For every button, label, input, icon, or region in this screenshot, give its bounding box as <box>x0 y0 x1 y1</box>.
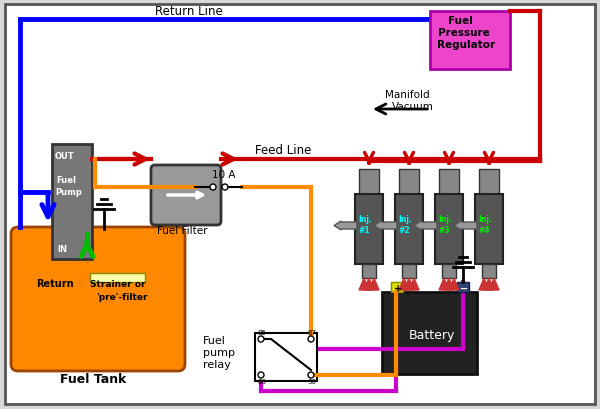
Bar <box>457 282 469 292</box>
Circle shape <box>210 184 216 191</box>
Bar <box>90 273 145 282</box>
Bar <box>435 195 463 264</box>
Polygon shape <box>489 278 499 290</box>
Bar <box>430 12 510 70</box>
Circle shape <box>258 372 264 378</box>
Polygon shape <box>369 278 379 290</box>
Text: pump: pump <box>203 347 235 357</box>
Polygon shape <box>404 278 414 290</box>
Text: Inj.: Inj. <box>438 214 452 223</box>
Text: OUT: OUT <box>55 152 74 161</box>
Polygon shape <box>439 278 449 290</box>
Bar <box>52 145 92 259</box>
Polygon shape <box>444 278 454 290</box>
Bar <box>395 195 423 264</box>
Text: #4: #4 <box>478 226 490 235</box>
Text: Return: Return <box>36 278 74 288</box>
Circle shape <box>258 336 264 342</box>
Text: Inj.: Inj. <box>358 214 372 223</box>
Bar <box>479 170 499 195</box>
Circle shape <box>308 372 314 378</box>
FancyArrow shape <box>454 221 477 230</box>
Bar <box>482 264 496 278</box>
Text: Vacuum: Vacuum <box>392 102 434 112</box>
Text: Battery: Battery <box>409 328 455 341</box>
Text: relay: relay <box>203 359 231 369</box>
Circle shape <box>308 336 314 342</box>
Text: Manifold: Manifold <box>385 90 430 100</box>
Bar <box>399 170 419 195</box>
Text: Fuel: Fuel <box>448 16 473 26</box>
Text: 30: 30 <box>307 378 316 384</box>
Text: Inj.: Inj. <box>398 214 412 223</box>
Bar <box>255 333 317 381</box>
Text: Fuel Tank: Fuel Tank <box>60 372 127 385</box>
FancyBboxPatch shape <box>151 166 221 225</box>
Text: +: + <box>394 283 402 293</box>
Text: Pump: Pump <box>55 188 82 196</box>
FancyArrow shape <box>414 221 437 230</box>
Text: Inj.: Inj. <box>478 214 492 223</box>
Polygon shape <box>359 278 369 290</box>
Text: Fuel Filter: Fuel Filter <box>157 225 208 236</box>
Bar <box>359 170 379 195</box>
Text: Feed Line: Feed Line <box>255 144 311 157</box>
Text: Fuel: Fuel <box>203 335 226 345</box>
FancyArrow shape <box>334 221 357 230</box>
Bar <box>355 195 383 264</box>
Polygon shape <box>449 278 459 290</box>
Text: 86: 86 <box>257 378 266 384</box>
Text: 87: 87 <box>307 329 316 335</box>
Text: 85: 85 <box>257 329 266 335</box>
Bar <box>402 264 416 278</box>
Bar <box>442 264 456 278</box>
Polygon shape <box>364 278 374 290</box>
Circle shape <box>222 184 228 191</box>
Text: Regulator: Regulator <box>437 40 495 50</box>
Bar <box>475 195 503 264</box>
Polygon shape <box>409 278 419 290</box>
FancyArrow shape <box>374 221 397 230</box>
Text: Strainer or: Strainer or <box>90 279 146 288</box>
Text: #2: #2 <box>398 226 410 235</box>
Bar <box>382 292 477 374</box>
Polygon shape <box>399 278 409 290</box>
Text: #1: #1 <box>358 226 370 235</box>
Text: 10 A: 10 A <box>212 170 236 180</box>
Bar <box>391 282 403 292</box>
Text: 'pre'-filter: 'pre'-filter <box>96 292 148 301</box>
Text: −: − <box>460 283 468 293</box>
Text: Fuel: Fuel <box>56 175 76 184</box>
Polygon shape <box>479 278 489 290</box>
Polygon shape <box>484 278 494 290</box>
Text: Return Line: Return Line <box>155 5 223 18</box>
Bar <box>362 264 376 278</box>
Text: IN: IN <box>57 245 67 254</box>
Text: #3: #3 <box>438 226 449 235</box>
Bar <box>439 170 459 195</box>
Text: Pressure: Pressure <box>438 28 490 38</box>
FancyBboxPatch shape <box>11 227 185 371</box>
